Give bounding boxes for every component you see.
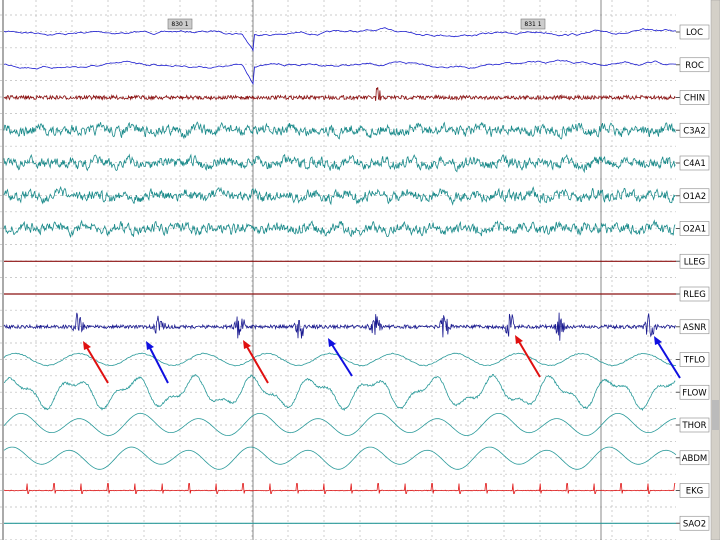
arrow-head [328, 338, 336, 347]
channel-label: ABDM [682, 454, 708, 464]
marker-label: 831 1 [524, 21, 541, 28]
label-box [679, 417, 710, 433]
channel-label: TFLO [683, 356, 706, 366]
channel-label: ROC [685, 61, 704, 71]
blue-arrow [330, 342, 353, 377]
label-box [679, 515, 710, 531]
channel-label: O1A2 [683, 192, 706, 202]
label-box [679, 319, 710, 335]
waveform [3, 59, 677, 86]
marker-box [520, 18, 546, 30]
waveform [4, 374, 676, 412]
epoch-marker: 831 1 [520, 18, 546, 30]
waveform [3, 446, 677, 470]
scrollbar-thumb[interactable] [712, 400, 719, 430]
marker-box [167, 18, 193, 30]
channel-label: RLEG [683, 290, 706, 300]
channel-label: O2A1 [683, 225, 706, 235]
channel-label: C4A1 [683, 159, 706, 169]
red-arrow [85, 345, 109, 384]
channel-label: LOC [686, 28, 703, 38]
label-box [679, 188, 710, 204]
blue-arrow [148, 345, 169, 384]
label-box [679, 221, 710, 236]
waveform [3, 87, 676, 101]
label-box [679, 155, 710, 171]
arrow-head [654, 336, 662, 345]
arrow-head [515, 335, 523, 344]
label-box [679, 122, 710, 138]
waveform [3, 153, 676, 174]
label-box [679, 352, 710, 367]
waveform [3, 312, 676, 341]
epoch-marker: 830 1 [167, 18, 193, 30]
label-box [679, 483, 710, 498]
arrow-head [83, 341, 91, 350]
waveform [3, 412, 677, 436]
red-arrow [245, 344, 269, 384]
label-box [679, 286, 710, 302]
channel-label: FLOW [682, 388, 707, 398]
waveform [3, 121, 676, 140]
scrollbar[interactable] [710, 0, 720, 540]
label-box [679, 450, 710, 466]
channel-label: SAO2 [683, 519, 706, 529]
arrow-head [243, 340, 251, 349]
channel-label: LLEG [684, 257, 705, 267]
waveform [3, 27, 676, 52]
label-box [679, 253, 710, 269]
channel-labels: LOC ROC CHIN C3A2 C4A1 O1A2 O2A1 LLEG RLEG ASNR TF… [676, 24, 710, 531]
channel-label: ASNR [683, 323, 707, 333]
grid [0, 0, 676, 540]
channel-label: C3A2 [683, 126, 706, 136]
blue-arrow [656, 340, 681, 379]
label-box [679, 90, 710, 105]
arrow-head [146, 341, 154, 350]
label-box [679, 57, 710, 73]
waveforms [3, 27, 677, 524]
annotation-arrows [83, 335, 681, 384]
channel-label: EKG [686, 487, 704, 497]
channel-label: CHIN [684, 94, 705, 104]
red-arrow [517, 339, 541, 378]
channel-label: THOR [681, 421, 706, 431]
label-box [679, 24, 710, 40]
marker-label: 830 1 [171, 21, 188, 28]
label-box [679, 384, 710, 400]
waveform [3, 185, 676, 206]
waveform [3, 219, 676, 239]
waveform [3, 483, 676, 494]
